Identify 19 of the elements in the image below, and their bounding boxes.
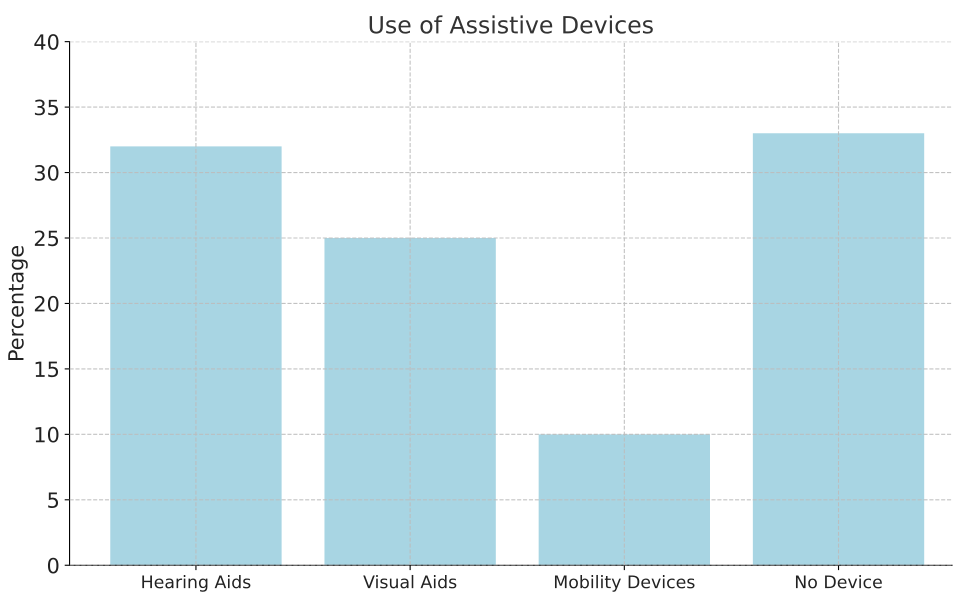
x-tick-label: Mobility Devices bbox=[554, 574, 695, 592]
bar bbox=[538, 434, 710, 566]
y-tick-label: 25 bbox=[34, 230, 58, 246]
x-tick-label: Hearing Aids bbox=[142, 574, 250, 592]
y-axis-title: Percentage bbox=[8, 246, 28, 360]
y-tick-label: 10 bbox=[36, 426, 58, 443]
y-tick-label: 40 bbox=[34, 34, 58, 50]
x-tick-label: Visual Aids bbox=[363, 574, 456, 588]
bar bbox=[324, 238, 496, 566]
x-tick-label: No Device bbox=[796, 574, 882, 588]
y-tick-label: 35 bbox=[34, 100, 58, 116]
bar bbox=[752, 133, 924, 566]
y-tick-label: 20 bbox=[34, 296, 58, 312]
y-tick-label: 30 bbox=[34, 165, 58, 181]
bar bbox=[110, 146, 282, 566]
y-tick-label: 0 bbox=[48, 558, 58, 574]
chart-title: Use of Assistive Devices bbox=[370, 15, 653, 34]
y-tick-label: 15 bbox=[36, 362, 58, 378]
y-tick-label: 5 bbox=[48, 492, 58, 508]
